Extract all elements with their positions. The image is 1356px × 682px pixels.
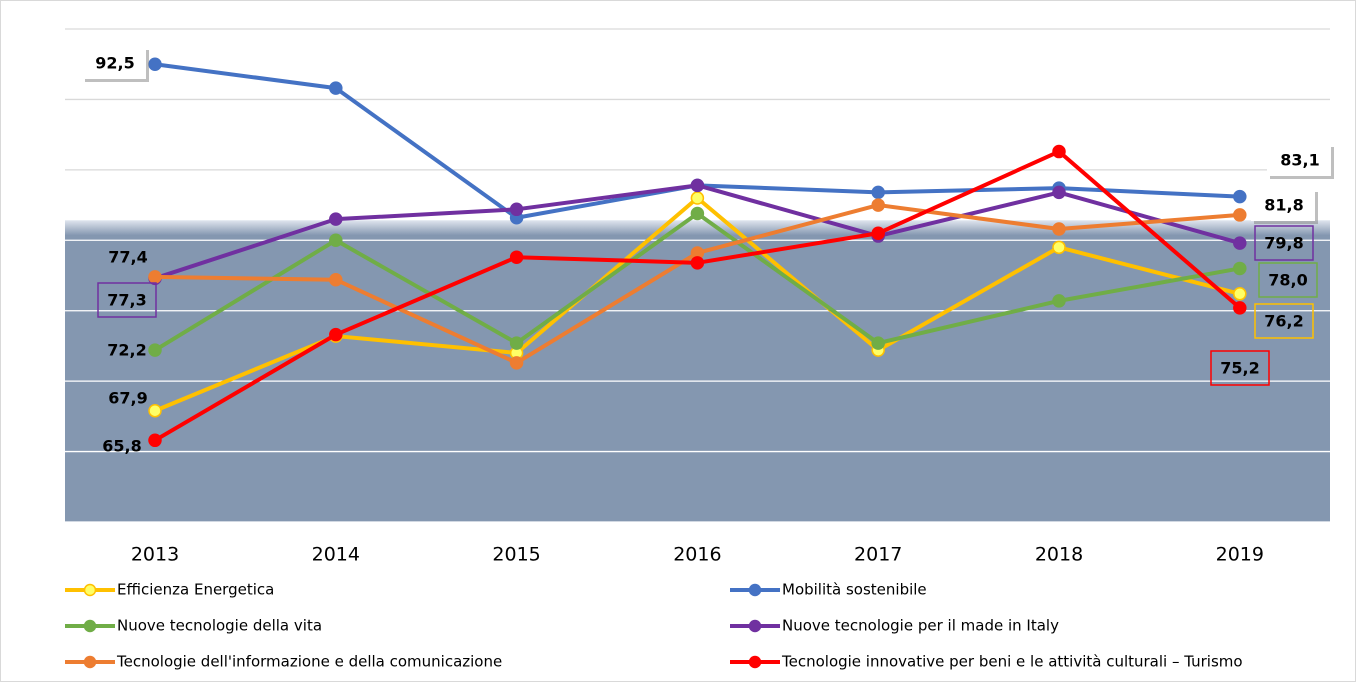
- marker: [329, 212, 343, 226]
- marker: [509, 202, 524, 217]
- marker: [871, 226, 885, 240]
- label-box: [82, 47, 146, 79]
- x-tick-label: 2016: [673, 544, 721, 566]
- marker: [148, 270, 162, 284]
- legend-label: Nuove tecnologie per il made in Italy: [782, 617, 1059, 635]
- legend-marker: [748, 655, 762, 669]
- x-tick-label: 2015: [492, 544, 540, 566]
- marker: [509, 250, 524, 264]
- marker: [1233, 301, 1247, 315]
- marker: [329, 327, 343, 342]
- label-box: [1251, 189, 1315, 221]
- marker: [329, 233, 343, 248]
- marker: [1233, 261, 1247, 276]
- legend-label: Efficienza Energetica: [117, 581, 274, 599]
- x-tick-label: 2013: [131, 544, 179, 566]
- marker: [1233, 208, 1247, 222]
- legend-label: Tecnologie dell'informazione e della com…: [116, 653, 502, 671]
- label-box: [1267, 144, 1331, 176]
- marker: [871, 336, 885, 350]
- label-box: [1258, 262, 1318, 298]
- data-label: 79,8: [1264, 234, 1303, 253]
- marker: [329, 272, 343, 287]
- data-label: 75,2: [1220, 359, 1259, 378]
- marker: [690, 191, 705, 205]
- x-tick-label: 2014: [312, 544, 360, 566]
- legend-marker: [83, 655, 97, 669]
- marker: [871, 198, 885, 212]
- x-tick-label: 2017: [854, 544, 902, 566]
- data-label: 83,1: [1280, 151, 1319, 170]
- legend-marker: [83, 619, 97, 633]
- marker: [871, 185, 885, 200]
- marker: [690, 206, 705, 221]
- marker: [1233, 287, 1247, 301]
- x-tick-label: 2019: [1216, 544, 1264, 566]
- marker: [1052, 240, 1066, 255]
- data-label: 78,0: [1268, 271, 1307, 290]
- marker: [509, 356, 524, 370]
- marker: [148, 343, 162, 357]
- marker: [1233, 236, 1247, 250]
- marker: [690, 256, 705, 270]
- marker: [1052, 222, 1066, 236]
- legend-label: Tecnologie innovative per beni e le atti…: [781, 653, 1243, 671]
- marker: [148, 57, 162, 71]
- label-box: [1210, 350, 1270, 386]
- data-label: 92,5: [95, 54, 134, 73]
- legend-label: Mobilità sostenibile: [782, 581, 927, 599]
- marker: [148, 433, 162, 448]
- legend-marker: [748, 619, 762, 633]
- legend-marker: [83, 583, 97, 597]
- label-box: [1254, 303, 1314, 339]
- marker: [1052, 185, 1066, 200]
- label-box: [97, 282, 157, 318]
- legend-label: Nuove tecnologie della vita: [117, 617, 322, 635]
- data-label: 81,8: [1264, 196, 1303, 215]
- data-label: 76,2: [1264, 312, 1303, 331]
- data-label: 77,3: [107, 291, 146, 310]
- data-label: 67,9: [108, 389, 147, 408]
- marker: [148, 403, 162, 418]
- marker: [509, 336, 524, 350]
- label-box: [1254, 225, 1314, 261]
- marker: [1052, 144, 1066, 159]
- marker: [690, 178, 705, 193]
- data-label: 65,8: [102, 437, 141, 456]
- data-label: 72,2: [107, 341, 146, 360]
- legend-marker: [748, 583, 762, 597]
- marker: [329, 81, 343, 95]
- marker: [1233, 189, 1247, 204]
- data-label: 77,4: [108, 248, 147, 267]
- x-tick-label: 2018: [1035, 544, 1083, 566]
- marker: [1052, 294, 1066, 308]
